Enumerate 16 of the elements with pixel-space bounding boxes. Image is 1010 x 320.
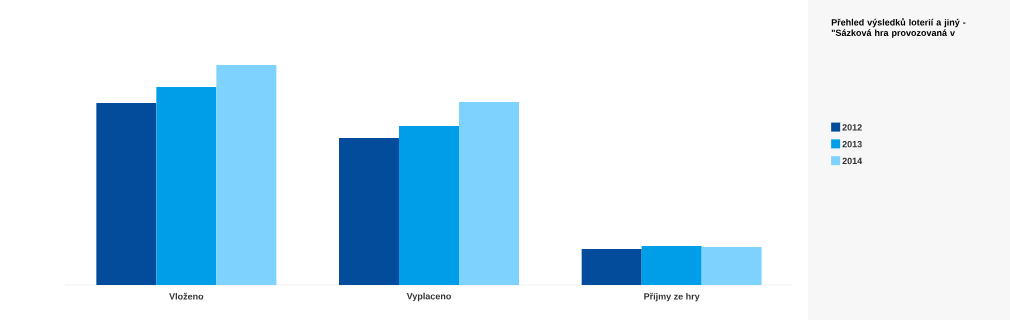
- legend-title: Přehled výsledků loterií a jiný - "Sázková hra provozovaná v: [831, 18, 966, 38]
- x-tick-label: Vloženo: [169, 292, 204, 300]
- bar: [216, 64, 277, 285]
- legend-label: 2014: [842, 157, 863, 165]
- bar: [641, 246, 702, 285]
- bar: [459, 101, 519, 285]
- legend-label: 2012: [842, 124, 862, 131]
- x-tick-label: Vyplaceno: [406, 292, 451, 302]
- bar: [96, 102, 157, 285]
- bar: [581, 248, 642, 285]
- bar: [156, 86, 217, 285]
- bar: [339, 137, 400, 285]
- legend-label: 2013: [842, 140, 862, 148]
- x-tick-label: Příjmy ze hry: [644, 292, 700, 302]
- bar: [701, 246, 762, 285]
- bar: [399, 126, 460, 285]
